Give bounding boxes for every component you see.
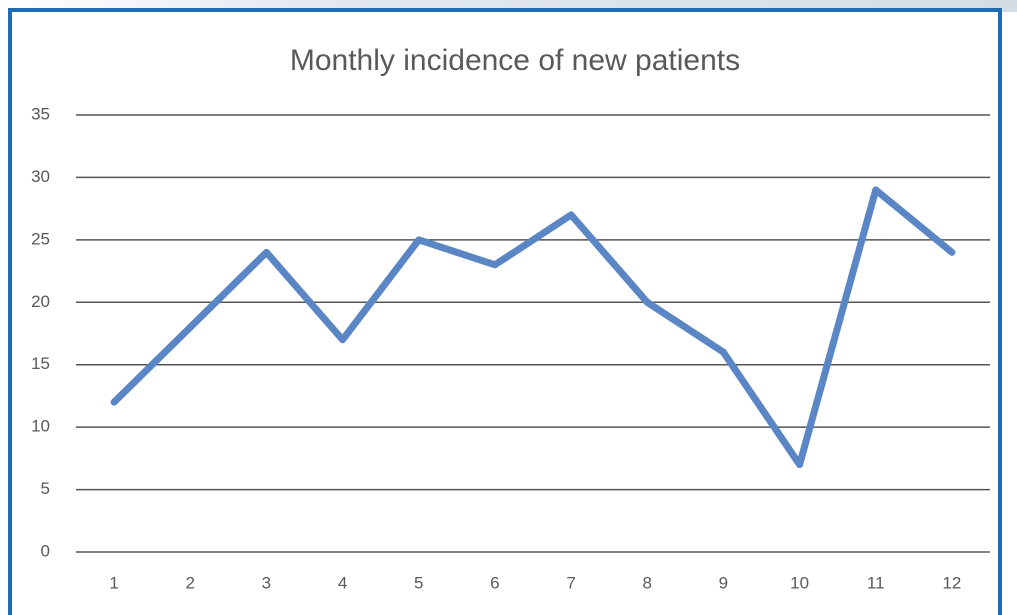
data-line	[110, 186, 956, 469]
y-tick-label: 35	[31, 104, 50, 123]
x-tick-label: 10	[790, 573, 809, 592]
x-tick-label: 1	[109, 573, 118, 592]
x-tick-label: 6	[490, 573, 499, 592]
x-tick-label: 11	[867, 573, 885, 592]
y-tick-label: 10	[31, 417, 50, 436]
x-tick-label: 8	[643, 573, 652, 592]
x-tick-label: 12	[942, 573, 961, 592]
y-tick-label: 0	[41, 541, 50, 560]
x-tick-label: 3	[262, 573, 271, 592]
y-tick-label: 30	[31, 167, 50, 186]
chart-title: Monthly incidence of new patients	[290, 44, 740, 77]
x-tick-label: 9	[719, 573, 728, 592]
y-tick-label: 20	[31, 292, 50, 311]
x-tick-label: 7	[566, 573, 575, 592]
y-tick-label: 15	[31, 354, 50, 373]
chart-frame	[8, 8, 1002, 615]
x-tick-label: 5	[414, 573, 423, 592]
y-tick-label: 5	[41, 479, 50, 498]
x-tick-label: 4	[338, 573, 347, 592]
x-tick-label: 2	[186, 573, 195, 592]
y-tick-label: 25	[31, 229, 50, 248]
